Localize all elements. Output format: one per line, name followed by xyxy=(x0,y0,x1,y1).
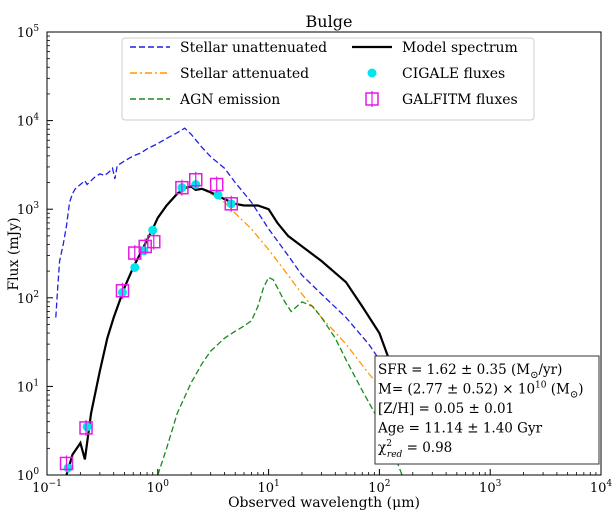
galfitm-point-9 xyxy=(224,195,238,212)
galfitm-point-1 xyxy=(79,419,93,436)
y-tick-label: 105 xyxy=(17,24,40,41)
legend-box xyxy=(121,37,535,121)
x-tick-label: 104 xyxy=(590,479,613,496)
galfitm-point-4 xyxy=(138,238,152,255)
fit-annotation: SFR = 1.62 ± 0.35 (M⊙/yr)M= (2.77 ± 0.52… xyxy=(374,355,600,465)
galfitm-point-6 xyxy=(175,179,189,196)
chart-title: Bulge xyxy=(306,12,353,31)
legend: Stellar unattenuated Stellar attenuated AG… xyxy=(121,37,535,121)
y-tick-label: 102 xyxy=(17,290,39,307)
legend-entry-agn-emission: AGN emission xyxy=(130,92,280,108)
galfitm-point-0 xyxy=(59,455,74,472)
legend-entry-galfitm-fluxes: GALFITM fluxes xyxy=(365,91,518,108)
svg-text:AGN emission: AGN emission xyxy=(179,92,280,108)
series-stellar-attenuated-line xyxy=(65,185,414,475)
cigale-point-3 xyxy=(130,262,140,272)
annotation-box xyxy=(374,355,600,465)
x-tick-label: 103 xyxy=(479,479,502,496)
x-tick-label: 10−1 xyxy=(32,479,62,496)
plot-frame xyxy=(46,31,602,476)
series-model-spectrum-line xyxy=(65,185,414,475)
galfitm-point-8 xyxy=(209,176,224,193)
y-tick-label: 101 xyxy=(17,378,39,395)
legend-entry-stellar-attenuated: Stellar attenuated xyxy=(130,66,309,82)
annotation-line: M= (2.77 ± 0.52) × 1010 (M⊙) xyxy=(378,381,584,401)
legend-entry-stellar-unattenuated: Stellar unattenuated xyxy=(130,40,327,56)
svg-text:Model spectrum: Model spectrum xyxy=(402,40,518,56)
series-stellar-unattenuated-line xyxy=(55,127,414,433)
y-tick-label: 100 xyxy=(17,467,40,484)
annotation-line: [Z/H] = 0.05 ± 0.01 xyxy=(378,401,514,417)
series-layer xyxy=(55,127,414,475)
svg-text:Stellar unattenuated: Stellar unattenuated xyxy=(180,40,327,56)
y-tick-label: 103 xyxy=(17,201,40,218)
x-tick-label: 102 xyxy=(368,479,390,496)
annotation-line: Age = 11.14 ± 1.40 Gyr xyxy=(377,421,543,437)
y-axis-label: Flux (mJy) xyxy=(6,217,22,290)
annotation-line: SFR = 1.62 ± 0.35 (M⊙/yr) xyxy=(378,362,562,381)
galfitm-point-2 xyxy=(115,282,130,299)
cigale-point-5 xyxy=(148,225,158,235)
cigale-point-1 xyxy=(82,422,92,432)
cigale-point-0 xyxy=(63,463,73,473)
legend-entry-model-spectrum: Model spectrum xyxy=(352,40,518,56)
legend-entry-cigale-fluxes: CIGALE fluxes xyxy=(367,66,505,82)
cigale-point-8 xyxy=(213,190,223,200)
series-agn-emission-line xyxy=(157,276,403,475)
y-tick-label: 104 xyxy=(17,113,40,130)
svg-text:CIGALE fluxes: CIGALE fluxes xyxy=(402,66,505,82)
galfitm-point-5 xyxy=(147,233,161,250)
x-tick-label: 101 xyxy=(257,479,279,496)
x-axis-label: Observed wavelength (μm) xyxy=(228,495,420,511)
svg-text:Stellar attenuated: Stellar attenuated xyxy=(180,66,309,82)
svg-text:GALFITM fluxes: GALFITM fluxes xyxy=(402,92,518,108)
galfitm-point-7 xyxy=(188,171,203,188)
annotation-line: χ2 red = 0.98 xyxy=(378,439,452,460)
x-tick-label: 100 xyxy=(147,479,170,496)
